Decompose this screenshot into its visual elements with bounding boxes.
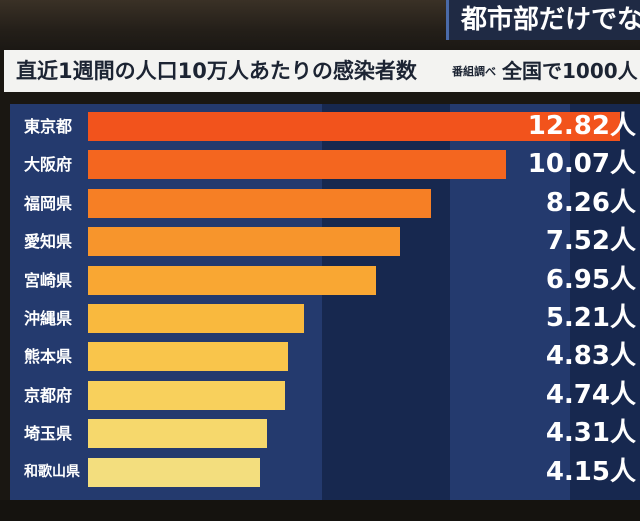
- bar: [88, 227, 400, 257]
- category-label: 東京都: [24, 117, 73, 136]
- category-label: 京都府: [24, 385, 73, 405]
- value-label: 6.95人: [545, 264, 636, 295]
- bar: [88, 419, 267, 449]
- value-label: 5.21人: [545, 303, 636, 333]
- value-label: 12.82人: [527, 111, 636, 141]
- category-label: 埼玉県: [24, 424, 73, 444]
- category-label: 宮崎県: [24, 270, 73, 290]
- category-label: 熊本県: [24, 347, 73, 367]
- value-label: 7.52人: [545, 226, 636, 257]
- chart-title: 直近1週間の人口10万人あたりの感染者数: [16, 59, 417, 83]
- broadcast-caption: 都市部だけでなく: [446, 0, 640, 40]
- background-band: [570, 104, 640, 500]
- bar: [88, 188, 431, 218]
- value-label: 8.26人: [545, 187, 636, 218]
- category-label: 和歌山県: [24, 463, 80, 480]
- bar: [88, 304, 304, 333]
- value-label: 10.07人: [527, 149, 636, 180]
- source-note: 番組調べ: [452, 65, 496, 78]
- bottom-strip: [0, 500, 640, 521]
- bar-chart: 東京都 12.82人大阪府 10.07人福岡県 8.26人愛知県 7.52人宮崎県 6.9…: [10, 104, 640, 500]
- bar: [88, 112, 620, 141]
- category-label: 福岡県: [24, 193, 73, 213]
- category-label: 愛知県: [24, 232, 73, 252]
- bar: [88, 265, 376, 295]
- bar: [88, 150, 506, 180]
- bar: [88, 380, 285, 410]
- bar: [88, 457, 260, 487]
- category-label: 沖縄県: [24, 309, 73, 328]
- bar: [88, 342, 288, 372]
- chart-title-bar: 直近1週間の人口10万人あたりの感染者数 番組調べ 全国で1000人: [4, 50, 640, 92]
- category-label: 大阪府: [24, 155, 73, 175]
- value-label: 4.31人: [545, 418, 636, 449]
- value-label: 4.15人: [545, 456, 636, 487]
- national-total-note: 全国で1000人: [502, 59, 638, 83]
- value-label: 4.83人: [545, 341, 636, 372]
- value-label: 4.74人: [545, 379, 636, 410]
